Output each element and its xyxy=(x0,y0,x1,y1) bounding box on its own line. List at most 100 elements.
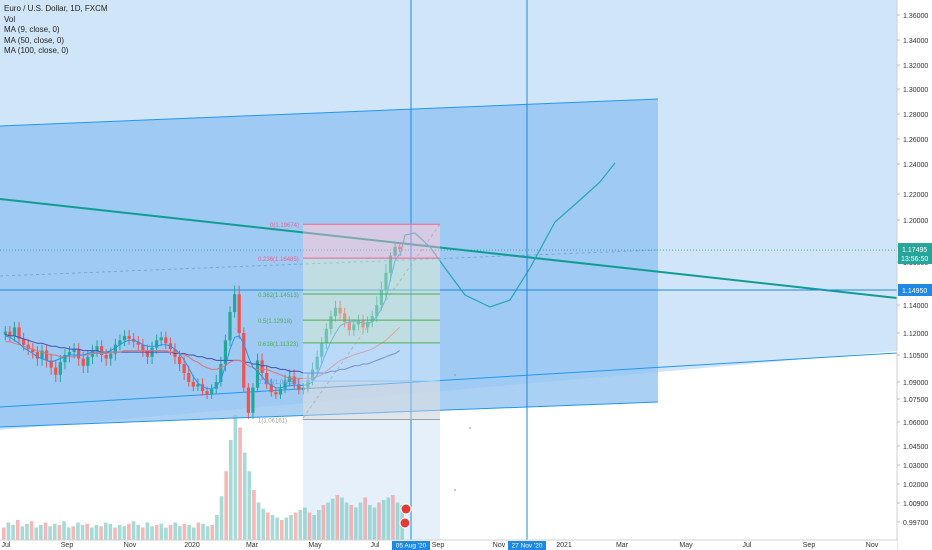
candle-body xyxy=(86,356,90,366)
price-tick-label: 1.10500 xyxy=(903,353,928,360)
price-axis xyxy=(897,0,932,550)
price-tick-label: 1.03000 xyxy=(903,463,928,470)
candle-body xyxy=(72,349,76,353)
date-tag-label: 05 Aug '20 xyxy=(396,543,427,550)
volume-bar xyxy=(201,523,205,540)
volume-bar xyxy=(57,525,62,540)
candle-body xyxy=(265,373,269,385)
candle-body xyxy=(118,340,122,345)
candle-body xyxy=(269,384,273,393)
candle-body xyxy=(388,255,393,273)
time-tick-label: 2021 xyxy=(556,542,572,549)
price-tick-label: 1.14000 xyxy=(903,303,928,310)
candle-body xyxy=(297,384,301,390)
volume-bar xyxy=(154,525,159,540)
legend-ma9[interactable]: MA (9, close, 0) xyxy=(4,25,60,34)
channel-top-line xyxy=(0,98,659,127)
current-price-tag[interactable] xyxy=(898,243,932,265)
volume-bar xyxy=(173,522,178,540)
candle-body xyxy=(177,356,182,364)
volume-bar xyxy=(191,527,196,540)
time-tick-label: 2020 xyxy=(184,542,200,549)
time-axis xyxy=(0,540,897,550)
price-tick-label: 1.07500 xyxy=(903,397,928,404)
legend-ma50[interactable]: MA (50, close, 0) xyxy=(4,35,65,45)
volume-bar xyxy=(340,497,344,540)
volume-bar xyxy=(266,512,270,540)
candle-body xyxy=(324,328,328,344)
candle-body xyxy=(301,387,306,390)
candle-body xyxy=(246,387,250,413)
volume-bar xyxy=(182,523,187,540)
volume-bar xyxy=(358,502,363,540)
candle-body xyxy=(329,316,333,329)
volume-bar xyxy=(312,515,316,540)
price-tick-label: 1.24000 xyxy=(903,162,928,169)
volume-bar xyxy=(25,523,29,540)
time-tick-label: Jul xyxy=(2,542,11,549)
candle-body xyxy=(113,344,117,354)
legend-vol[interactable]: Vol xyxy=(4,14,16,24)
level-tag[interactable] xyxy=(898,284,932,296)
candle-body xyxy=(320,343,324,357)
price-tick-label: 1.09000 xyxy=(903,380,928,387)
volume-bar xyxy=(71,526,76,540)
volume-bar xyxy=(205,526,210,540)
volume-bar xyxy=(48,526,52,540)
level-tag-label: 1.14950 xyxy=(902,288,927,295)
price-tick-label: 1.34000 xyxy=(903,38,928,45)
projection-path xyxy=(399,162,616,308)
volume-bar xyxy=(159,523,164,540)
volume-bar xyxy=(349,505,354,540)
date-tag[interactable] xyxy=(392,541,430,550)
candle-body xyxy=(370,316,374,322)
volume-bar xyxy=(335,495,340,540)
channel-bottom-line xyxy=(0,401,659,428)
volume-bar xyxy=(307,512,312,540)
volume-bar xyxy=(261,508,266,540)
candle-body xyxy=(12,327,17,336)
volume-bar xyxy=(20,526,25,540)
time-tick-label: Nov xyxy=(866,542,879,549)
volume-bar xyxy=(367,505,372,540)
volume-bar xyxy=(113,527,117,540)
legend-ma100[interactable]: MA (100, close, 0) xyxy=(4,46,69,55)
price-tick-label: 0.99700 xyxy=(903,520,928,527)
candle-body xyxy=(260,360,264,373)
price-tick-label: 1.36000 xyxy=(903,13,928,20)
volume-bar xyxy=(66,527,71,540)
event-flag-icon[interactable] xyxy=(400,503,412,515)
current-price-label: 1.17495 xyxy=(902,247,927,254)
price-tick-label: 1.28000 xyxy=(903,112,928,119)
candle-body xyxy=(164,337,168,344)
volume-bar xyxy=(178,526,182,540)
candle-body xyxy=(228,312,232,341)
candle-body xyxy=(191,382,195,387)
candle-body xyxy=(242,333,246,388)
candle-body xyxy=(347,321,351,331)
volume-bar xyxy=(131,521,136,540)
price-tick-label: 1.32000 xyxy=(903,63,928,70)
event-flag-icon[interactable] xyxy=(399,517,411,529)
candle-body xyxy=(145,350,150,357)
candle-body xyxy=(352,324,356,331)
candle-body xyxy=(343,313,347,322)
candle-body xyxy=(63,355,67,363)
volume-bar xyxy=(6,522,11,540)
volume-bar xyxy=(303,507,307,540)
ma50-line xyxy=(5,327,401,379)
time-tick-label: Mar xyxy=(616,542,629,549)
candle-body xyxy=(122,335,127,341)
candle-body xyxy=(278,388,283,395)
fib-level-label: 0.236(1.16485) xyxy=(258,257,299,263)
volume-bar xyxy=(122,526,127,540)
candle-body xyxy=(182,364,186,373)
volume-bar xyxy=(391,495,395,540)
candle-body xyxy=(187,373,191,382)
date-tag[interactable] xyxy=(508,541,546,550)
candle-body xyxy=(315,356,319,370)
candle-body xyxy=(35,352,40,359)
fib-band xyxy=(303,320,440,343)
legend-symbol[interactable]: Euro / U.S. Dollar, 1D, FXCM xyxy=(4,4,108,13)
